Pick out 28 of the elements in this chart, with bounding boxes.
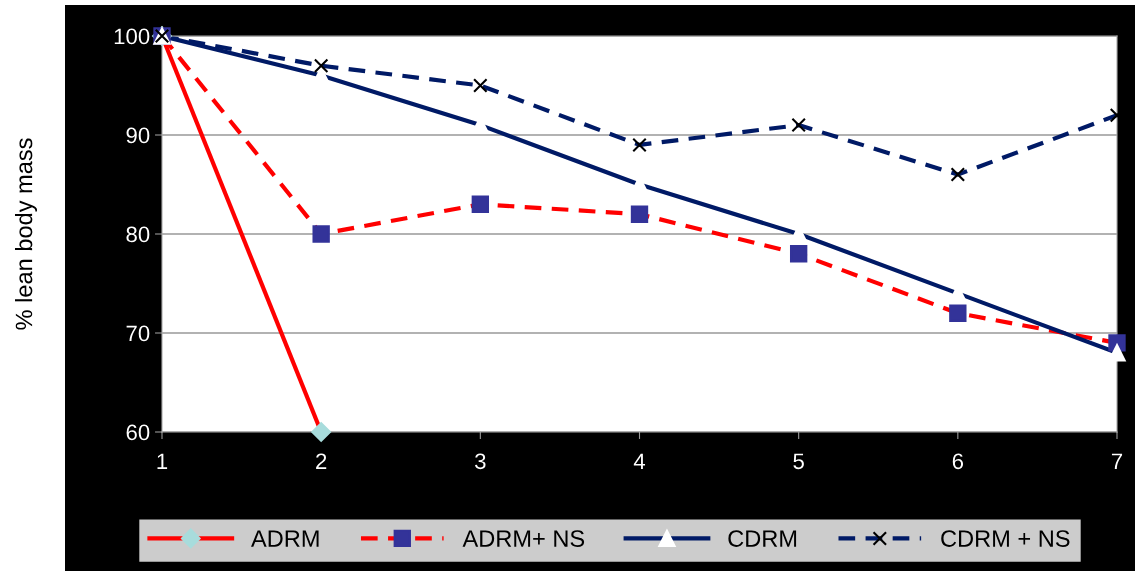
point [630, 205, 649, 223]
point [949, 304, 967, 322]
x-tick-label: 6 [952, 453, 964, 470]
point [950, 167, 966, 182]
point [789, 245, 808, 263]
x-tick-label: 1 [157, 453, 168, 469]
point [632, 137, 647, 153]
legend-label: CDRM [728, 530, 797, 547]
y-tick-label: 60 [126, 424, 150, 441]
legend-label: ADRM+ NS [462, 530, 585, 547]
x-tick-label: 3 [475, 453, 486, 470]
point [471, 195, 490, 213]
point [791, 117, 806, 133]
y-tick-label: 80 [126, 226, 150, 243]
point [312, 225, 330, 243]
y-tick-label: 100 [114, 28, 150, 45]
point [311, 422, 332, 442]
point [313, 58, 329, 73]
point [473, 78, 488, 93]
y-axis-title: % lean body mass [14, 138, 37, 330]
legend-label: CDRM + NS [941, 530, 1070, 547]
x-tick-label: 5 [793, 453, 804, 470]
y-tick-label: 70 [126, 325, 150, 342]
x-tick-label: 4 [633, 453, 646, 469]
y-tick-label: 90 [126, 127, 150, 144]
legend-label: ADRM [251, 530, 319, 547]
x-tick-label: 2 [316, 453, 327, 469]
x-tick-label: 7 [1111, 453, 1123, 469]
